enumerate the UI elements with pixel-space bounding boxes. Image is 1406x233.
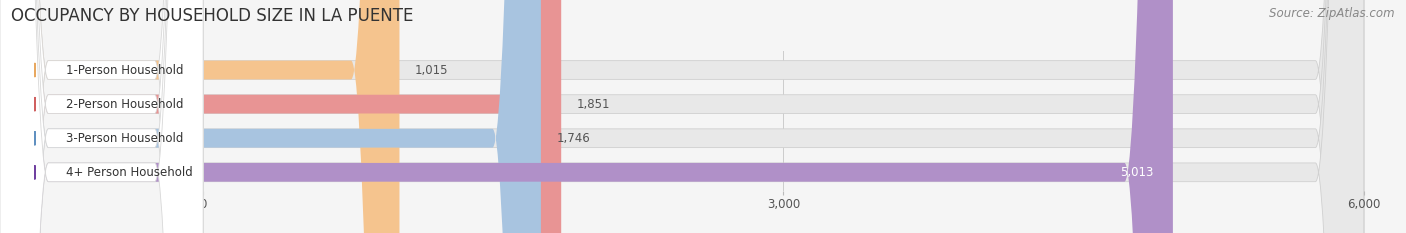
- Text: 3-Person Household: 3-Person Household: [66, 132, 183, 145]
- FancyBboxPatch shape: [0, 0, 202, 233]
- FancyBboxPatch shape: [0, 0, 202, 233]
- FancyBboxPatch shape: [0, 0, 1364, 233]
- Text: 5,013: 5,013: [1121, 166, 1153, 179]
- FancyBboxPatch shape: [0, 0, 1364, 233]
- FancyBboxPatch shape: [0, 0, 1364, 233]
- FancyBboxPatch shape: [0, 0, 202, 233]
- Text: 2-Person Household: 2-Person Household: [66, 98, 183, 111]
- FancyBboxPatch shape: [0, 0, 202, 233]
- Text: 1,851: 1,851: [576, 98, 610, 111]
- Text: 1-Person Household: 1-Person Household: [66, 64, 183, 76]
- FancyBboxPatch shape: [0, 0, 541, 233]
- Text: 1,015: 1,015: [415, 64, 449, 76]
- Text: 4+ Person Household: 4+ Person Household: [66, 166, 193, 179]
- FancyBboxPatch shape: [0, 0, 1173, 233]
- Text: Source: ZipAtlas.com: Source: ZipAtlas.com: [1270, 7, 1395, 20]
- Text: OCCUPANCY BY HOUSEHOLD SIZE IN LA PUENTE: OCCUPANCY BY HOUSEHOLD SIZE IN LA PUENTE: [11, 7, 413, 25]
- FancyBboxPatch shape: [0, 0, 561, 233]
- FancyBboxPatch shape: [0, 0, 1364, 233]
- FancyBboxPatch shape: [0, 0, 399, 233]
- Text: 1,746: 1,746: [557, 132, 591, 145]
